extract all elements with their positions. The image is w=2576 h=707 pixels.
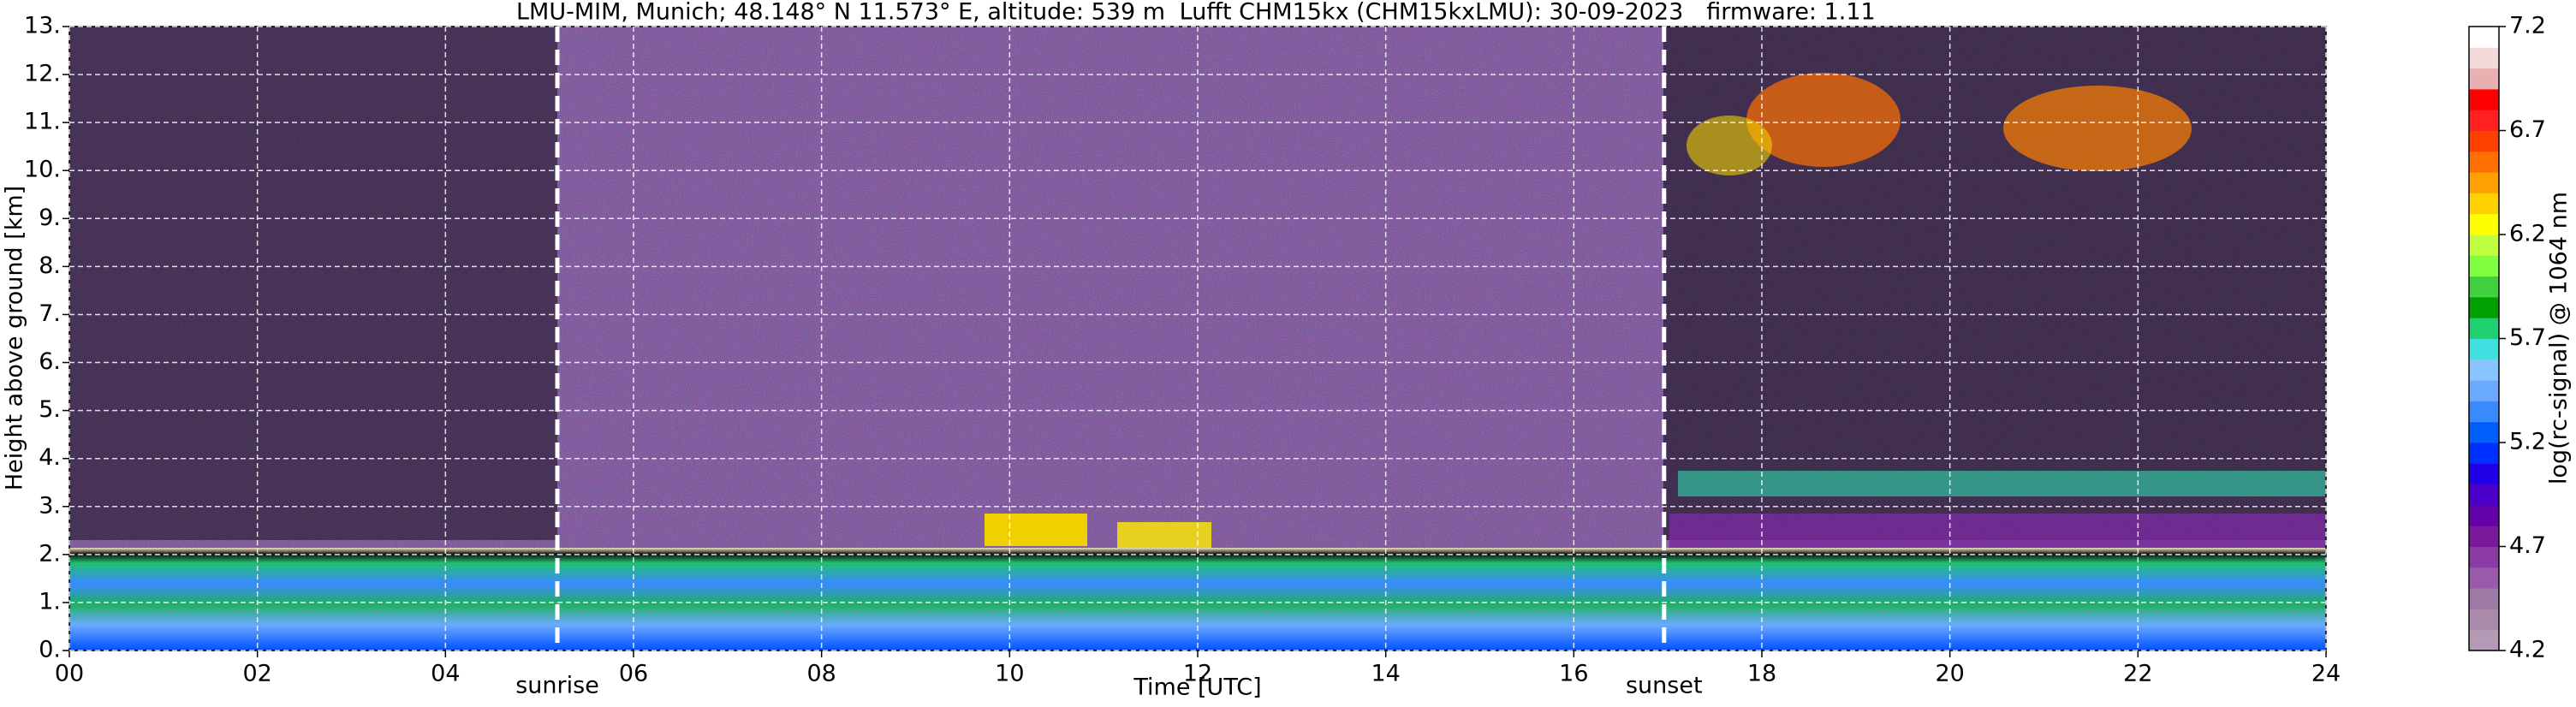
title: LMU-MIM, Munich; 48.148° N 11.573° E, al… xyxy=(516,0,1165,26)
colorbar-segment xyxy=(2469,68,2499,90)
y-tick-label: 0. xyxy=(39,637,61,663)
colorbar-segment xyxy=(2469,380,2499,401)
colorbar-segment xyxy=(2469,546,2499,568)
colorbar-segment xyxy=(2469,130,2499,152)
colorbar-segment xyxy=(2469,47,2499,69)
colorbar-segment xyxy=(2469,526,2499,547)
colorbar-segment xyxy=(2469,484,2499,506)
colorbar-segment xyxy=(2469,609,2499,631)
colorbar-segment xyxy=(2469,421,2499,443)
y-tick-label: 3. xyxy=(39,492,61,519)
y-tick-label: 1. xyxy=(39,588,61,615)
y-tick-label: 9. xyxy=(39,205,61,231)
colorbar-segment xyxy=(2469,588,2499,609)
x-tick-label: 02 xyxy=(242,661,271,687)
colorbar-segment xyxy=(2469,193,2499,215)
x-tick-label: 04 xyxy=(431,661,460,687)
x-tick-label: 10 xyxy=(995,661,1024,687)
colorbar-label: log(rc-signal) @ 1064 nm xyxy=(2546,192,2573,484)
y-tick-label: 10. xyxy=(24,157,61,183)
colorbar-segment xyxy=(2469,151,2499,173)
colorbar-segment xyxy=(2469,235,2499,256)
x-tick-label: 16 xyxy=(1559,661,1588,687)
y-tick-label: 7. xyxy=(39,300,61,327)
y-tick-label: 12. xyxy=(24,61,61,87)
x-tick-label: 24 xyxy=(2311,661,2341,687)
colorbar-segment xyxy=(2469,504,2499,526)
x-tick-label: 14 xyxy=(1371,661,1400,687)
colorbar-segment xyxy=(2469,359,2499,381)
y-tick-label: 13. xyxy=(24,13,61,39)
colorbar-segment xyxy=(2469,110,2499,131)
colorbar-segment xyxy=(2469,172,2499,193)
y-tick-label: 5. xyxy=(39,396,61,423)
colorbar-tick-label: 7.2 xyxy=(2509,13,2546,39)
y-tick-label: 2. xyxy=(39,540,61,567)
annotation-label: sunset xyxy=(1626,673,1703,699)
y-tick-label: 8. xyxy=(39,253,61,279)
x-tick-label: 08 xyxy=(806,661,836,687)
colorbar-tick-label: 4.2 xyxy=(2509,637,2546,663)
colorbar-segment xyxy=(2469,629,2499,651)
colorbar-segment xyxy=(2469,567,2499,589)
colorbar-segment xyxy=(2469,338,2499,360)
y-tick-label: 6. xyxy=(39,348,61,375)
annotation-label: sunrise xyxy=(515,673,599,699)
colorbar-segment xyxy=(2469,318,2499,339)
colorbar-segment xyxy=(2469,401,2499,423)
colorbar-segment xyxy=(2469,296,2499,318)
colorbar-tick-label: 5.7 xyxy=(2509,324,2546,351)
colorbar-segment xyxy=(2469,88,2499,110)
y-tick-label: 4. xyxy=(39,444,61,471)
y-tick-label: 11. xyxy=(24,109,61,135)
x-tick-label: 18 xyxy=(1747,661,1776,687)
colorbar-segment xyxy=(2469,27,2499,48)
title: firmware: 1.11 xyxy=(1706,0,1875,26)
x-axis-label: Time [UTC] xyxy=(1133,674,1261,701)
x-tick-label: 12 xyxy=(1183,661,1212,687)
colorbar-tick-label: 4.7 xyxy=(2509,532,2546,559)
colorbar-segment xyxy=(2469,463,2499,485)
colorbar-segment xyxy=(2469,276,2499,298)
x-tick-label: 00 xyxy=(55,661,84,687)
colorbar-tick-label: 5.2 xyxy=(2509,429,2546,455)
colorbar-tick-label: 6.2 xyxy=(2509,221,2546,247)
colorbar-segment xyxy=(2469,255,2499,277)
colorbar-segment xyxy=(2469,443,2499,464)
colorbar-tick-label: 6.7 xyxy=(2509,116,2546,143)
x-tick-label: 20 xyxy=(1935,661,1964,687)
y-axis-label: Height above ground [km] xyxy=(2,186,28,490)
title: Lufft CHM15kx (CHM15kxLMU): 30-09-2023 xyxy=(1180,0,1684,26)
x-tick-label: 22 xyxy=(2123,661,2152,687)
colorbar-segment xyxy=(2469,213,2499,235)
x-tick-label: 06 xyxy=(619,661,648,687)
